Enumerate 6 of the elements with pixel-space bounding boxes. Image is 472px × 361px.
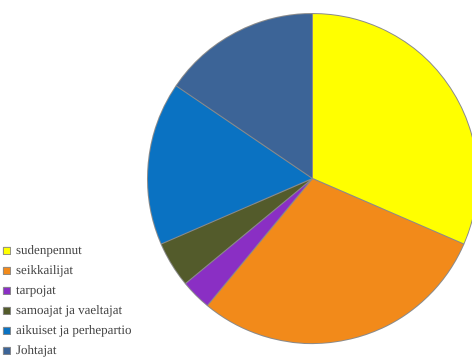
legend-label: Johtajat [16,341,56,359]
legend-label: aikuiset ja perhepartio [16,321,132,339]
legend-label: tarpojat [16,281,56,299]
legend-label: seikkailijat [16,261,74,279]
legend-label: sudenpennut [16,241,82,259]
legend-label: samoajat ja vaeltajat [16,301,122,319]
